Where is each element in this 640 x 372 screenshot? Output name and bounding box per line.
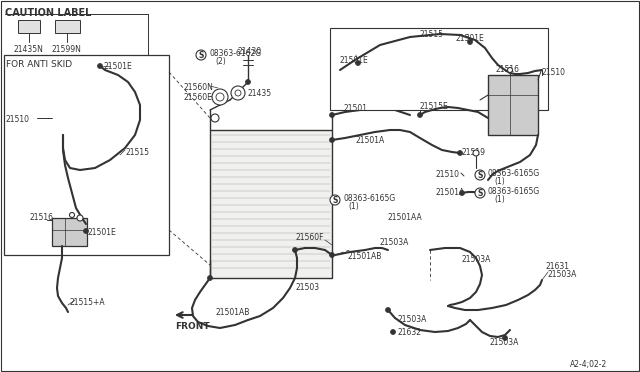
- Text: 21631: 21631: [546, 262, 570, 271]
- Bar: [488, 75, 538, 135]
- Circle shape: [460, 190, 465, 196]
- Text: 21501AA: 21501AA: [388, 213, 423, 222]
- Text: 08363-6165G: 08363-6165G: [488, 169, 540, 178]
- Text: 21501E: 21501E: [103, 62, 132, 71]
- Circle shape: [473, 150, 479, 156]
- Bar: [52, 218, 87, 246]
- Text: (1): (1): [494, 177, 505, 186]
- Circle shape: [502, 336, 508, 340]
- Text: S: S: [477, 170, 483, 180]
- Text: 21516: 21516: [495, 65, 519, 74]
- Circle shape: [211, 114, 219, 122]
- Circle shape: [467, 39, 472, 45]
- Text: CAUTION LABEL: CAUTION LABEL: [5, 8, 92, 18]
- Text: 21501E: 21501E: [455, 34, 484, 43]
- Text: 21503A: 21503A: [397, 315, 426, 324]
- Text: 21516: 21516: [30, 213, 54, 222]
- Bar: [330, 28, 548, 110]
- Text: A2-4;02-2: A2-4;02-2: [570, 360, 607, 369]
- Text: 21632: 21632: [397, 328, 421, 337]
- Circle shape: [235, 90, 241, 96]
- Text: 21435: 21435: [247, 89, 271, 98]
- Text: (1): (1): [348, 202, 359, 211]
- Text: (1): (1): [494, 195, 505, 204]
- Circle shape: [475, 188, 485, 198]
- Circle shape: [97, 64, 102, 68]
- Circle shape: [330, 253, 335, 257]
- Text: 08363-6165G: 08363-6165G: [343, 194, 396, 203]
- Circle shape: [508, 67, 513, 73]
- Circle shape: [196, 50, 206, 60]
- Circle shape: [83, 228, 88, 234]
- Text: 21510: 21510: [542, 68, 566, 77]
- Text: 08363-6165G: 08363-6165G: [488, 187, 540, 196]
- Circle shape: [330, 195, 340, 205]
- Text: 21515+A: 21515+A: [70, 298, 106, 307]
- Circle shape: [246, 80, 250, 84]
- Bar: [55, 20, 80, 33]
- Text: 21515E: 21515E: [420, 102, 449, 111]
- Text: 21515: 21515: [420, 30, 444, 39]
- Circle shape: [216, 93, 224, 101]
- Circle shape: [77, 215, 83, 221]
- Circle shape: [417, 112, 422, 118]
- Circle shape: [330, 112, 335, 118]
- Circle shape: [212, 89, 228, 105]
- Text: (2): (2): [215, 57, 226, 66]
- Bar: [210, 130, 332, 278]
- Text: 21510: 21510: [5, 115, 29, 124]
- Text: 21560N: 21560N: [183, 83, 213, 92]
- Text: S: S: [477, 189, 483, 198]
- Circle shape: [390, 330, 396, 334]
- Text: 21435N: 21435N: [14, 45, 44, 54]
- Circle shape: [231, 86, 245, 100]
- Bar: [4, 55, 169, 255]
- Text: 21501A: 21501A: [435, 188, 464, 197]
- Text: S: S: [332, 196, 338, 205]
- Circle shape: [385, 308, 390, 312]
- Text: 21501AB: 21501AB: [348, 252, 382, 261]
- Circle shape: [355, 61, 360, 65]
- Text: 21501E: 21501E: [340, 56, 369, 65]
- Text: 21503: 21503: [296, 283, 320, 292]
- Text: 21503A: 21503A: [380, 238, 410, 247]
- Circle shape: [458, 151, 463, 155]
- Circle shape: [330, 138, 335, 142]
- Text: FRONT: FRONT: [175, 322, 210, 331]
- Text: 21560E: 21560E: [183, 93, 212, 102]
- Text: 21501: 21501: [343, 104, 367, 113]
- Text: 08363-6162G: 08363-6162G: [209, 49, 261, 58]
- Bar: [18, 20, 40, 33]
- Circle shape: [207, 276, 212, 280]
- Text: FOR ANTI SKID: FOR ANTI SKID: [6, 60, 72, 69]
- Text: 21503A: 21503A: [548, 270, 577, 279]
- Text: 21501AB: 21501AB: [215, 308, 250, 317]
- Text: 21503A: 21503A: [490, 338, 520, 347]
- Text: 21519: 21519: [462, 148, 486, 157]
- Text: 21503A: 21503A: [462, 255, 492, 264]
- Text: 21515: 21515: [125, 148, 149, 157]
- Circle shape: [70, 212, 74, 218]
- Circle shape: [475, 170, 485, 180]
- Text: 21501A: 21501A: [355, 136, 384, 145]
- Text: 21430: 21430: [238, 47, 262, 56]
- Text: S: S: [198, 51, 204, 60]
- Text: 21510: 21510: [435, 170, 459, 179]
- Text: 21599N: 21599N: [51, 45, 81, 54]
- Circle shape: [292, 247, 298, 253]
- Text: 21501E: 21501E: [87, 228, 116, 237]
- Text: 21560F: 21560F: [295, 233, 323, 242]
